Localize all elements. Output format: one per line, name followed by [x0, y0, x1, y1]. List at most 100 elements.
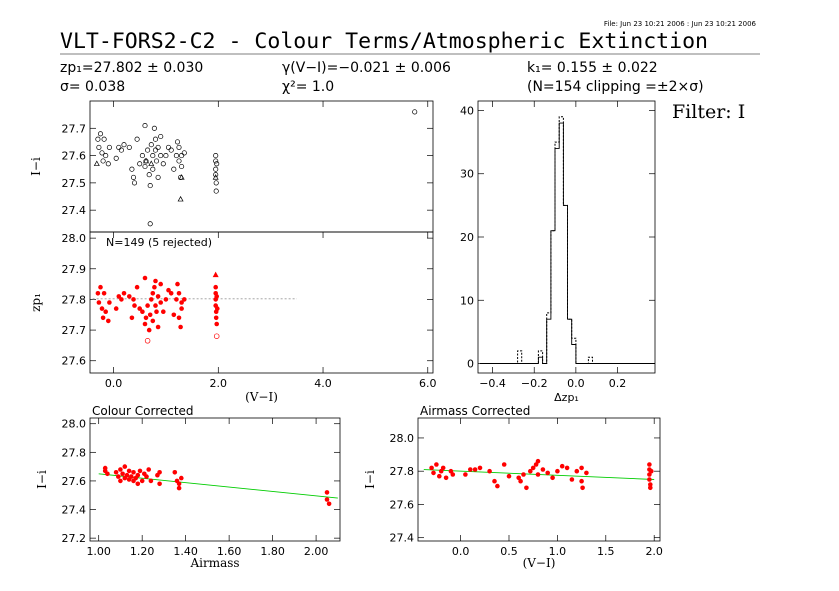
airmass-corrected-point: [487, 468, 492, 474]
zp-point: [152, 284, 157, 290]
colour-corrected-frame: [89, 417, 341, 542]
airmass-corrected-panel: 27.4 27.6 27.8 28.0 0.0 0.5 1.0 1.5 2.0 Airmass C…: [363, 404, 663, 570]
x-tick-label: 1.0: [549, 545, 567, 558]
airmass-corrected-point: [647, 477, 652, 482]
y-tick-label: 28.0: [62, 232, 87, 245]
airmass-corrected-title: Airmass Corrected: [420, 404, 530, 418]
y-tick-label: 27.7: [62, 324, 87, 337]
clipping-note: (N=154 clipping =±2×σ): [527, 79, 704, 95]
zp-point: [174, 297, 179, 302]
x-axis-label: Δzp₁: [554, 391, 579, 404]
airmass-corrected-frame: [417, 417, 661, 542]
zp-point: [150, 318, 156, 324]
raw-point: [158, 133, 164, 140]
hist-panel-frame: [477, 100, 656, 374]
raw-point: [179, 153, 185, 159]
raw-point: [152, 147, 159, 153]
raw-point: [155, 174, 161, 180]
raw-point: [113, 155, 119, 161]
airmass-corrected-point: [516, 475, 521, 481]
raw-point: [151, 125, 157, 131]
y-tick-label: 27.2: [62, 532, 87, 545]
raw-point: [100, 158, 106, 164]
airmass-corrected-point: [555, 468, 560, 474]
raw-point: [130, 174, 137, 180]
raw-point: [213, 158, 219, 164]
x-tick-label: 0.0: [452, 545, 470, 558]
raw-triangle: [177, 195, 184, 202]
raw-point: [176, 158, 182, 164]
x-tick-label: 1.40: [173, 545, 198, 558]
colour-corrected-point: [113, 470, 119, 475]
zp-point: [163, 297, 169, 302]
zp-point: [153, 303, 158, 308]
raw-triangle: [143, 157, 150, 164]
airmass-corrected-point: [584, 470, 589, 476]
x-tick-label: 2.00: [304, 545, 329, 558]
raw-point: [131, 180, 138, 186]
zp-point: [182, 297, 187, 302]
zp-rejected-point: [144, 338, 151, 344]
raw-point: [97, 131, 104, 137]
y-axis-label: zp₁: [29, 293, 43, 312]
airmass-corrected-point: [450, 472, 456, 477]
x-axis-label: Airmass: [189, 556, 239, 570]
colour-corrected-point: [324, 490, 330, 495]
airmass-corrected-point: [579, 465, 584, 471]
raw-point: [137, 161, 143, 167]
airmass-corrected-point: [472, 467, 478, 472]
x-tick-label: 2.0: [210, 377, 228, 390]
raw-point: [129, 166, 135, 172]
zp-point: [100, 315, 106, 321]
raw-point: [160, 161, 166, 167]
zp-point: [142, 321, 148, 327]
y-tick-label: 28.0: [62, 418, 87, 431]
y-axis-label: I−i: [29, 157, 43, 176]
zp-point: [176, 291, 182, 296]
zp-value: zp₁=27.802 ± 0.030: [60, 60, 203, 76]
colour-corrected-point: [135, 481, 141, 487]
zp-point: [140, 309, 145, 315]
zp-point: [142, 275, 148, 281]
y-axis-label: I−i: [35, 470, 49, 489]
raw-point: [165, 144, 172, 150]
raw-point: [106, 144, 112, 150]
airmass-corrected-point: [431, 470, 436, 476]
zp-point: [98, 284, 103, 290]
colour-corrected-point: [131, 470, 136, 475]
colour-corrected-point: [148, 478, 154, 484]
zp-point: [213, 284, 218, 290]
hist-kept-step: [480, 122, 655, 364]
raw-point: [147, 183, 153, 189]
airmass-corrected-point: [437, 473, 442, 479]
raw-point: [101, 136, 107, 142]
raw-point: [153, 158, 160, 164]
airmass-corrected-point: [569, 477, 575, 482]
raw-triangle: [178, 174, 185, 180]
raw-point: [116, 144, 122, 150]
x-tick-label: 4.0: [314, 377, 332, 390]
x-tick-label: 2.0: [645, 545, 663, 558]
colour-corrected-point: [139, 478, 145, 484]
zp-point: [149, 297, 154, 302]
colour-corrected-point: [105, 471, 110, 477]
airmass-corrected-point: [649, 468, 654, 474]
zp-point: [214, 321, 219, 327]
zp-panel-frame: [89, 231, 434, 374]
airmass-corrected-point: [564, 465, 570, 471]
zp-point: [146, 327, 152, 333]
x-tick-label: 0.0: [105, 377, 123, 390]
airmass-corrected-point: [647, 462, 652, 467]
zp-point: [95, 291, 101, 296]
colour-corrected-point: [179, 475, 184, 481]
airmass-corrected-point: [434, 462, 439, 467]
raw-point: [96, 144, 102, 150]
colour-corrected-point: [137, 468, 143, 474]
airmass-corrected-point: [535, 458, 541, 464]
zp-point: [155, 324, 161, 330]
colour-corrected-point: [176, 481, 182, 487]
colour-corrected-point: [126, 468, 132, 474]
x-tick-label: 0.5: [500, 545, 518, 558]
airmass-corrected-point: [518, 478, 523, 484]
colour-corrected-point: [146, 467, 151, 472]
